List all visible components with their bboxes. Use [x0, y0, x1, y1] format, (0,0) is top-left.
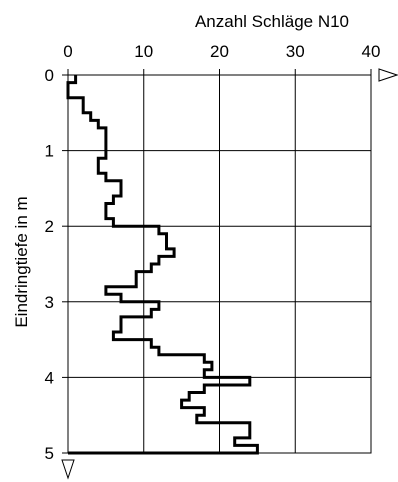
x-ticks: 0 10 20 30 40 — [63, 42, 380, 75]
y-tick-label: 5 — [45, 444, 54, 463]
y-tick-label: 0 — [45, 66, 54, 85]
y-tick-label: 2 — [45, 217, 54, 236]
x-tick-label: 10 — [134, 42, 153, 61]
y-tick-label: 3 — [45, 293, 54, 312]
x-tick-label: 20 — [210, 42, 229, 61]
y-tick-label: 1 — [45, 142, 54, 161]
y-ticks: 0 1 2 3 4 5 — [45, 66, 68, 463]
x-tick-label: 30 — [286, 42, 305, 61]
x-tick-label: 0 — [63, 42, 72, 61]
y-tick-label: 4 — [45, 368, 54, 387]
x-tick-label: 40 — [362, 42, 381, 61]
water-level-marker-top — [378, 68, 398, 82]
water-level-marker-bottom — [61, 459, 75, 480]
series-line — [66, 75, 259, 455]
grid-lines — [68, 75, 371, 453]
y-axis-title: Eindringtiefe in m — [12, 196, 31, 327]
x-axis-title: Anzahl Schläge N10 — [195, 12, 349, 31]
